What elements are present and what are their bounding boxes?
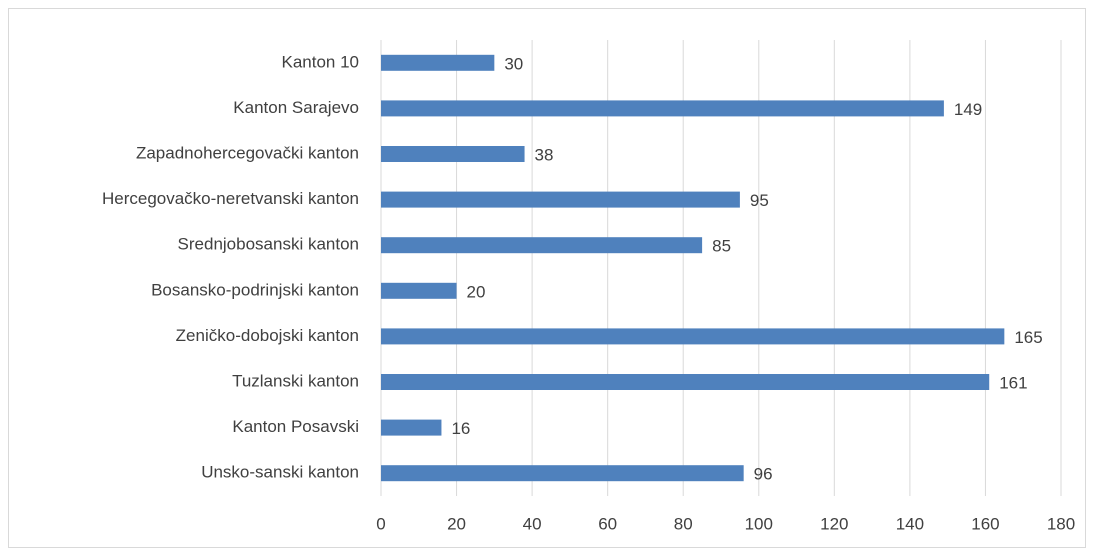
- x-tick-label: 160: [971, 514, 999, 533]
- y-tick-label: Bosansko-podrinjski kanton: [151, 280, 359, 299]
- y-tick-label: Kanton Posavski: [232, 417, 359, 436]
- x-tick-label: 20: [447, 514, 466, 533]
- y-tick-label: Hercegovačko-neretvanski kanton: [102, 189, 359, 208]
- y-tick-label: Srednjobosanski kanton: [178, 235, 359, 254]
- bar: [381, 100, 944, 117]
- bar: [381, 419, 442, 436]
- data-label: 161: [999, 373, 1027, 392]
- x-tick-label: 80: [674, 514, 693, 533]
- x-tick-label: 40: [523, 514, 542, 533]
- x-tick-label: 120: [820, 514, 848, 533]
- y-tick-label: Tuzlanski kanton: [232, 371, 359, 390]
- data-label: 85: [712, 237, 731, 256]
- chart-frame: [8, 8, 1086, 548]
- bar: [381, 191, 740, 208]
- x-tick-label: 60: [598, 514, 617, 533]
- data-label: 38: [535, 145, 554, 164]
- data-label: 20: [467, 282, 486, 301]
- data-label: 16: [451, 419, 470, 438]
- data-label: 96: [754, 465, 773, 484]
- bar: [381, 374, 990, 390]
- bar: [381, 54, 495, 71]
- bar: [381, 282, 457, 299]
- data-label: 95: [750, 191, 769, 210]
- data-label: 149: [954, 100, 982, 119]
- y-tick-label: Kanton Sarajevo: [233, 98, 359, 117]
- data-label: 30: [504, 54, 523, 73]
- y-tick-label: Zeničko-dobojski kanton: [176, 326, 359, 345]
- bar: [381, 237, 703, 254]
- bar: [381, 146, 525, 162]
- y-tick-label: Kanton 10: [281, 52, 359, 71]
- bar: [381, 328, 1005, 345]
- x-tick-label: 100: [745, 514, 773, 533]
- bar: [381, 465, 744, 482]
- x-tick-label: 140: [896, 514, 924, 533]
- y-tick-label: Zapadnohercegovački kanton: [136, 143, 359, 162]
- y-tick-label: Unsko-sanski kanton: [201, 463, 359, 482]
- x-tick-label: 180: [1047, 514, 1075, 533]
- x-tick-label: 0: [376, 514, 385, 533]
- data-label: 165: [1014, 328, 1042, 347]
